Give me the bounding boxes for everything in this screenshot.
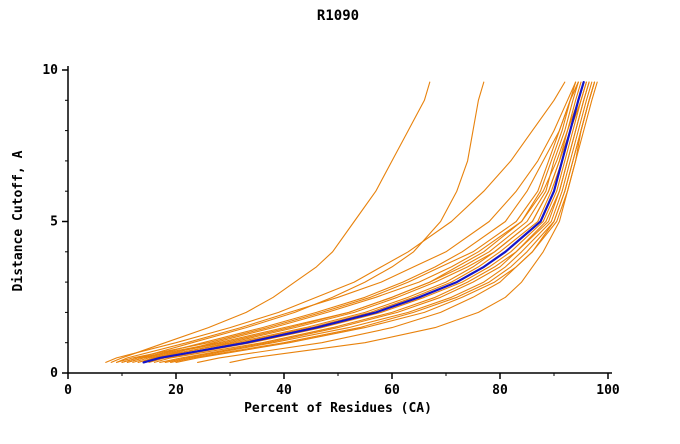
- model-curve: [229, 81, 596, 363]
- model-curve: [164, 81, 593, 363]
- x-tick-label: 20: [168, 383, 184, 398]
- model-curve: [153, 81, 590, 363]
- y-tick-label: 0: [50, 366, 58, 381]
- model-curve: [105, 81, 566, 363]
- reference-curve: [142, 80, 585, 364]
- model-curve: [126, 81, 579, 363]
- model-curve: [197, 81, 596, 363]
- model-curve: [110, 81, 431, 363]
- model-curve: [116, 81, 579, 363]
- model-curve: [148, 81, 587, 363]
- model-curve: [121, 81, 579, 363]
- model-curve: [132, 81, 582, 363]
- model-curve: [137, 81, 585, 363]
- model-curve: [143, 81, 585, 363]
- series-lines: [105, 80, 598, 364]
- model-curve: [159, 81, 590, 363]
- x-tick-label: 0: [64, 383, 72, 398]
- y-axis-label: Distance Cutoff, A: [11, 150, 26, 291]
- x-tick-label: 40: [276, 383, 292, 398]
- model-curve: [121, 81, 485, 363]
- y-tick-label: 10: [42, 63, 58, 78]
- x-tick-label: 100: [596, 383, 620, 398]
- y-tick-label: 5: [50, 215, 58, 230]
- axis-tick-labels: 0 20 40 60 80 100 0 5 10: [42, 63, 620, 398]
- axes: [67, 66, 612, 374]
- chart-title: R1090: [317, 8, 359, 24]
- x-tick-label: 60: [384, 383, 400, 398]
- x-axis-label: Percent of Residues (CA): [244, 401, 432, 416]
- x-tick-label: 80: [492, 383, 508, 398]
- model-curve: [116, 81, 577, 363]
- model-curve: [126, 81, 577, 363]
- axis-ticks: [62, 69, 609, 379]
